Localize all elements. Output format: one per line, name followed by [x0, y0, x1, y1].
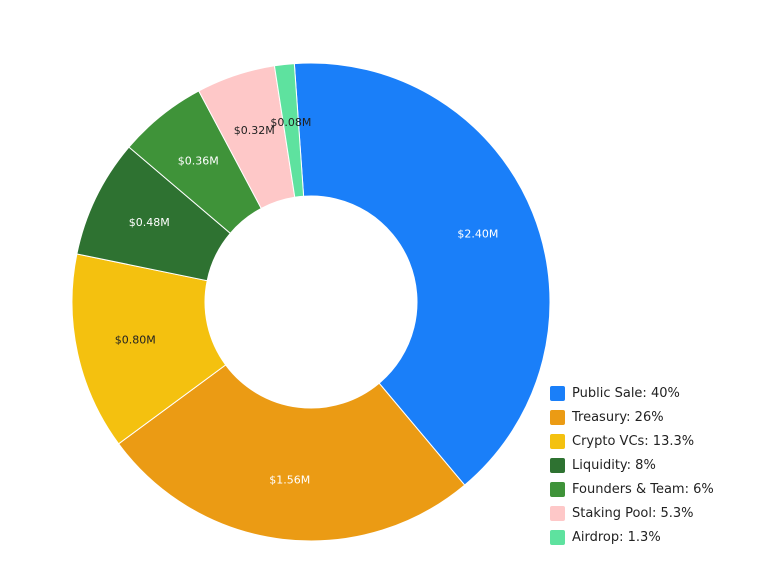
slice-labels-group: $2.40M $1.56M $0.80M $0.48M $0.36M $0.32M$0.0…	[115, 116, 499, 487]
legend-swatch	[550, 457, 565, 473]
legend-item-treasury[interactable]: Treasury: 26%	[550, 405, 770, 429]
legend-item-staking-pool[interactable]: Staking Pool: 5.3%	[550, 501, 770, 525]
slice-label-staking-pool: $0.32M	[234, 124, 275, 137]
slice-crypto-vcs[interactable]	[71, 253, 227, 445]
legend-label: Public Sale: 40%	[572, 385, 680, 401]
legend-item-public-sale[interactable]: Public Sale: 40%	[550, 381, 770, 405]
legend-item-liquidity[interactable]: Liquidity: 8%	[550, 453, 770, 477]
legend-item-airdrop[interactable]: Airdrop: 1.3%	[550, 525, 770, 549]
slice-label-public-sale: $2.40M	[457, 228, 498, 241]
legend-label: Founders & Team: 6%	[572, 481, 714, 497]
slice-label-crypto-vcs: $0.80M	[115, 334, 156, 347]
legend-item-crypto-vcs[interactable]: Crypto VCs: 13.3%	[550, 429, 770, 453]
slice-label-airdrop: $0.08M	[270, 116, 311, 129]
legend-swatch	[550, 481, 565, 497]
slices-group	[71, 62, 551, 542]
legend-swatch	[550, 385, 565, 401]
legend-swatch	[550, 505, 565, 521]
slice-label-founders-team: $0.36M	[178, 155, 219, 168]
legend: Public Sale: 40% Treasury: 26% Crypto VCs:…	[550, 381, 770, 549]
legend-label: Crypto VCs: 13.3%	[572, 433, 695, 449]
slice-public-sale[interactable]	[293, 62, 551, 486]
legend-label: Liquidity: 8%	[572, 457, 656, 473]
legend-label: Treasury: 26%	[572, 409, 664, 425]
legend-swatch	[550, 409, 565, 425]
legend-swatch	[550, 433, 565, 449]
slice-treasury[interactable]	[117, 364, 466, 542]
legend-swatch	[550, 529, 565, 545]
slice-label-treasury: $1.56M	[269, 474, 310, 487]
slice-airdrop[interactable]	[273, 63, 305, 198]
legend-item-founders-team[interactable]: Founders & Team: 6%	[550, 477, 770, 501]
legend-label: Airdrop: 1.3%	[572, 529, 661, 545]
legend-label: Staking Pool: 5.3%	[572, 505, 694, 521]
slice-label-liquidity: $0.48M	[129, 216, 170, 229]
